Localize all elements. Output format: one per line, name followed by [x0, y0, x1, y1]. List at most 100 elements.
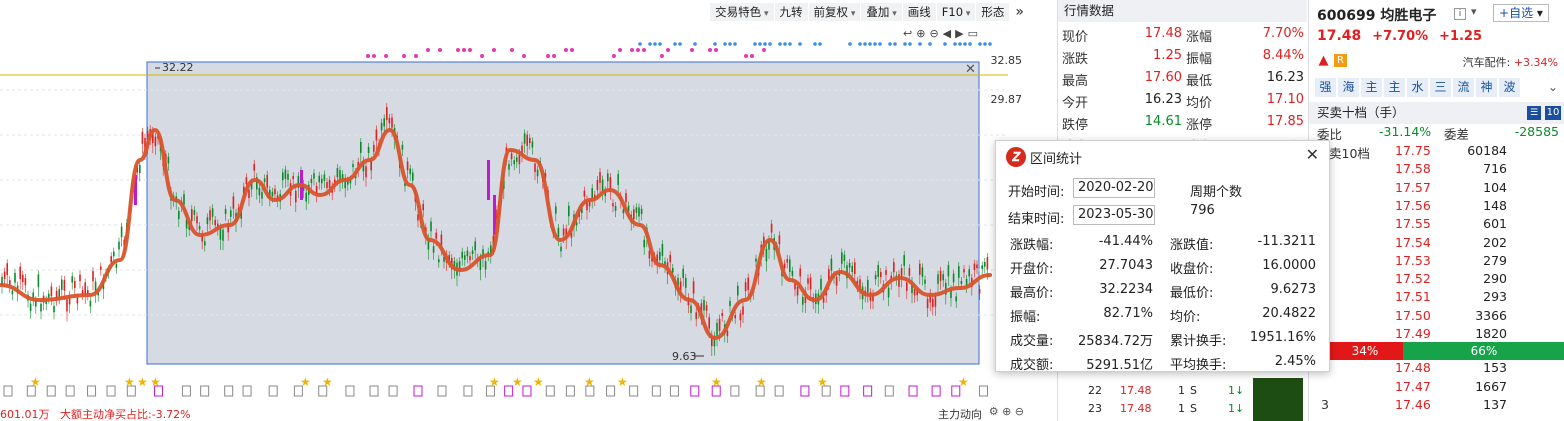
candle-body — [196, 216, 198, 224]
back-icon[interactable]: ↩ — [903, 27, 913, 40]
signal-dot — [402, 54, 406, 58]
candle-body — [955, 296, 957, 302]
candle-body — [50, 286, 53, 297]
settings-icon[interactable]: ⚙ — [988, 405, 999, 418]
end-time-input[interactable]: 2023-05-30 — [1073, 205, 1155, 225]
signal-dot — [426, 48, 430, 52]
event-icon — [126, 385, 136, 397]
next-icon[interactable]: ▶ — [955, 27, 964, 40]
buy-level-row[interactable]: 17.48 153 — [1309, 360, 1564, 379]
r-badge-icon[interactable]: R — [1334, 54, 1347, 67]
signal-dot — [522, 54, 526, 58]
signal-dot — [480, 54, 484, 58]
toolbar-trade-feature[interactable]: 交易特色 — [710, 3, 775, 21]
candle-body — [188, 225, 190, 230]
toolbar-draw[interactable]: 画线 — [902, 3, 937, 21]
star-icon: ★ — [533, 375, 544, 389]
candle-body — [843, 254, 846, 261]
feature-tag[interactable]: 主 — [1361, 78, 1382, 97]
candle-body — [282, 172, 284, 181]
level-price: 17.50 — [1395, 307, 1431, 323]
sell-level-row[interactable]: 17.54 202 — [1309, 235, 1564, 254]
feature-tag[interactable]: 三 — [1430, 78, 1451, 97]
last-price: 17.48 — [1317, 28, 1362, 44]
sell-level-row[interactable]: 17.57 104 — [1309, 180, 1564, 199]
chevron-down-icon[interactable]: ▾ — [1471, 5, 1477, 18]
info-icon[interactable]: i — [1454, 8, 1466, 20]
signal-dot — [813, 42, 817, 46]
toolbar-overlay[interactable]: 叠加 — [861, 3, 903, 21]
kline-svg[interactable]: ✕32.229.63★ ★ ★ ★ ★ ★ ★ ★ ★ ★ ★ ★ ★ ★ ★ — [0, 0, 1030, 421]
feature-tag[interactable]: 流 — [1453, 78, 1474, 97]
add-favorite-button[interactable]: +自选 ▾ — [1493, 4, 1549, 22]
toolbar-pattern[interactable]: 形态 — [976, 3, 1011, 21]
feature-tag[interactable]: 强 — [1315, 78, 1336, 97]
stat-value: 9.6273 — [1270, 282, 1317, 297]
toolbar-f10[interactable]: F10 — [936, 3, 977, 21]
candle-body — [682, 268, 684, 278]
feature-tag[interactable]: 水 — [1407, 78, 1428, 97]
level-price: 17.49 — [1395, 326, 1431, 341]
stat-value: 2.45% — [1274, 354, 1316, 369]
zoom-out-icon[interactable]: ⊖ — [1014, 405, 1024, 418]
sell-level-row[interactable]: 17.49 1820 — [1309, 326, 1564, 345]
candle-body — [412, 172, 414, 181]
chevron-double-down-icon[interactable]: ⌄ — [1547, 80, 1558, 94]
zoom-in-icon[interactable]: ⊕ — [1002, 405, 1012, 418]
sell-level-row[interactable]: 17.55 601 — [1309, 216, 1564, 235]
candle-body — [373, 144, 375, 152]
feature-tag[interactable]: 主 — [1384, 78, 1405, 97]
prev-icon[interactable]: ◀ — [942, 27, 952, 40]
stat-value: -41.44% — [1098, 234, 1153, 249]
sector-line[interactable]: 汽车配件: +3.34% — [1463, 54, 1558, 70]
sell-level-row[interactable]: 卖10档 17.75 60184 — [1309, 143, 1564, 162]
event-icon — [293, 385, 303, 397]
sell-level-row[interactable]: 17.51 293 — [1309, 289, 1564, 308]
tick-index: 23 — [1088, 402, 1102, 415]
level-name: 卖10档 — [1329, 146, 1370, 161]
trade-volume-bar — [1253, 378, 1303, 421]
feature-tag[interactable]: 波 — [1499, 78, 1520, 97]
feature-tag[interactable]: 海 — [1338, 78, 1359, 97]
orderbook-10-button[interactable]: 10 — [1545, 106, 1561, 120]
zoom-out-icon[interactable]: ⊖ — [929, 27, 939, 40]
sell-level-row[interactable]: 17.50 3366 — [1309, 308, 1564, 327]
candle-body — [708, 317, 710, 329]
sell-level-row[interactable]: 17.56 148 — [1309, 198, 1564, 217]
close-icon[interactable]: ✕ — [1305, 145, 1319, 164]
sell-level-row[interactable]: 17.53 279 — [1309, 253, 1564, 272]
sell-level-row[interactable]: 17.52 290 — [1309, 271, 1564, 290]
candle-body — [154, 136, 157, 147]
buy-level-row[interactable]: 17.47 1667 — [1309, 379, 1564, 398]
highlight-bar — [493, 195, 496, 235]
event-icon — [840, 385, 850, 397]
candle-body — [63, 280, 66, 291]
candle-body — [711, 334, 713, 347]
candle-body — [692, 281, 695, 294]
toolbar-adjust[interactable]: 前复权 — [808, 3, 862, 21]
toolbar-nine-turn[interactable]: 九转 — [774, 3, 809, 21]
warning-icon[interactable]: ▲ — [1318, 53, 1329, 68]
toolbar-more-button[interactable]: » — [1010, 3, 1030, 21]
window-icon[interactable]: ▭ — [967, 27, 978, 40]
event-icon — [800, 385, 810, 397]
kline-chart-area[interactable]: ✕32.229.63★★★★★★★★★★★★★★★ 交易特色 九转 前复权 叠加… — [0, 0, 1030, 421]
candle-body — [230, 210, 232, 217]
zoom-in-icon[interactable]: ⊕ — [916, 27, 926, 40]
candle-body — [76, 297, 79, 304]
candle-body — [924, 279, 926, 284]
orderbook-icon[interactable]: ☰ — [1527, 106, 1541, 120]
sell-level-row[interactable]: 17.58 716 — [1309, 161, 1564, 180]
main-flow-label[interactable]: 主力动向 — [938, 408, 982, 421]
start-time-input[interactable]: 2020-02-20 — [1073, 178, 1155, 198]
candle-body — [770, 223, 773, 233]
candle-body — [71, 276, 73, 283]
candle-body — [921, 267, 924, 277]
candle-body — [204, 241, 206, 246]
end-time-label: 结束时间: — [1008, 212, 1065, 227]
candle-body — [185, 219, 188, 229]
buy-level-row[interactable]: 3 17.46 137 — [1309, 397, 1564, 416]
feature-tag[interactable]: 神 — [1476, 78, 1497, 97]
candle-body — [968, 269, 970, 277]
start-time-label: 开始时间: — [1008, 185, 1065, 200]
